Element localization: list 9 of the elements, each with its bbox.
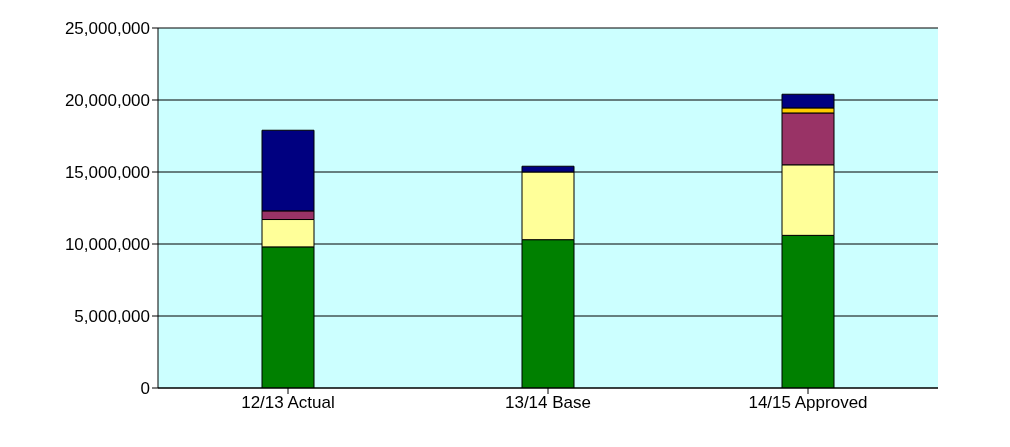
x-tick-label: 14/15 Approved (748, 393, 868, 413)
y-tick-label: 20,000,000 (64, 91, 150, 111)
y-tick-label: 25,000,000 (64, 19, 150, 39)
x-tick-label: 13/14 Base (504, 393, 592, 413)
y-tick-label: 10,000,000 (64, 235, 150, 255)
y-tick-label: 15,000,000 (64, 163, 150, 183)
x-tick-label: 12/13 Actual (241, 393, 335, 413)
y-tick-label: 5,000,000 (74, 307, 150, 327)
y-tick-label: 0 (140, 379, 150, 399)
